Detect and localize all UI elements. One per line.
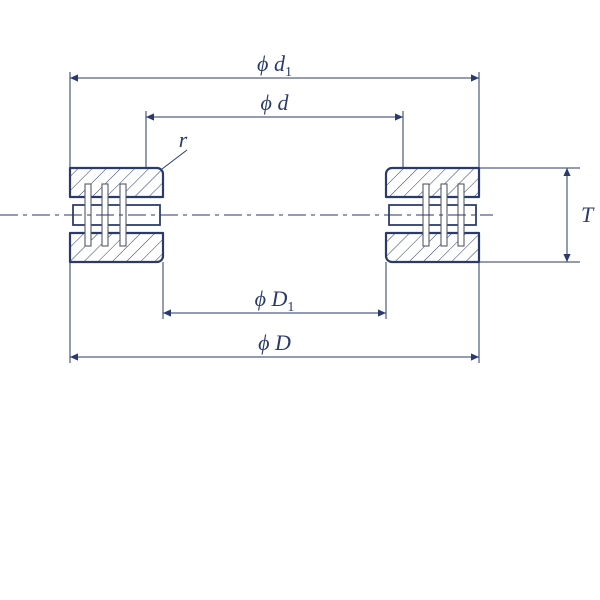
svg-text:ϕ D1: ϕ D1 bbox=[255, 286, 295, 315]
svg-text:ϕ d: ϕ d bbox=[261, 90, 290, 115]
svg-text:T: T bbox=[581, 202, 595, 227]
svg-text:ϕ d1: ϕ d1 bbox=[257, 51, 292, 80]
svg-text:r: r bbox=[179, 127, 188, 152]
bearing-cross-section-diagram: ϕ d1 ϕ d ϕ D1 ϕ D Tr bbox=[0, 0, 600, 600]
svg-text:ϕ D: ϕ D bbox=[258, 330, 291, 355]
